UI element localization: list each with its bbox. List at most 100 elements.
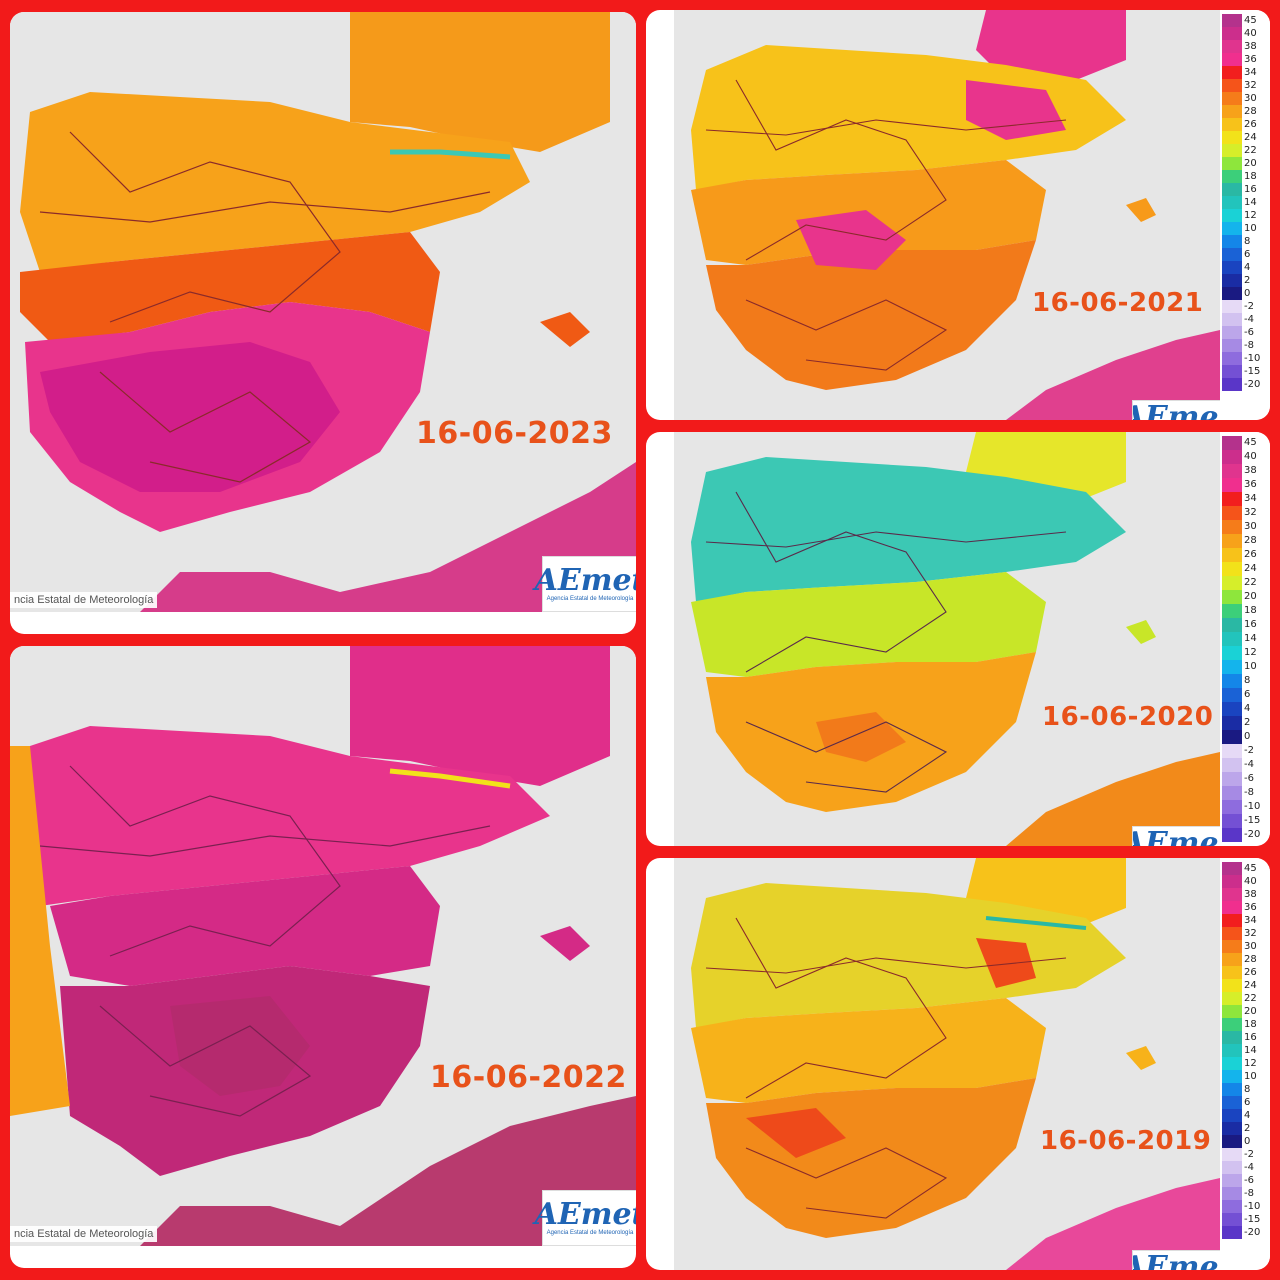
legend-swatch bbox=[1222, 1083, 1242, 1096]
map-region bbox=[691, 572, 1046, 677]
legend-swatch bbox=[1222, 646, 1242, 660]
legend-swatch bbox=[1222, 730, 1242, 744]
legend-swatch bbox=[1222, 940, 1242, 953]
legend-label: 18 bbox=[1244, 171, 1257, 182]
legend-swatch bbox=[1222, 1148, 1242, 1161]
map-date: 16-06-2020 bbox=[1042, 702, 1214, 732]
legend-label: 18 bbox=[1244, 605, 1257, 616]
legend-swatch bbox=[1222, 1031, 1242, 1044]
legend-label: 2 bbox=[1244, 1123, 1251, 1134]
legend-label: 24 bbox=[1244, 563, 1257, 574]
legend-swatch bbox=[1222, 1122, 1242, 1135]
legend-color-bar bbox=[1222, 436, 1242, 842]
legend-swatch bbox=[1222, 450, 1242, 464]
legend-label: 26 bbox=[1244, 119, 1257, 130]
legend-swatch bbox=[1222, 131, 1242, 144]
legend-label: 20 bbox=[1244, 158, 1257, 169]
legend-label: 22 bbox=[1244, 577, 1257, 588]
legend-label: 14 bbox=[1244, 1045, 1257, 1056]
legend-label: 22 bbox=[1244, 145, 1257, 156]
map-date: 16-06-2022 bbox=[430, 1060, 627, 1095]
map-region bbox=[691, 998, 1046, 1103]
legend-swatch bbox=[1222, 478, 1242, 492]
legend-swatch bbox=[1222, 464, 1242, 478]
map-boundary bbox=[99, 371, 312, 483]
legend-swatch bbox=[1222, 814, 1242, 828]
map-boundary bbox=[745, 299, 948, 371]
legend-swatch bbox=[1222, 875, 1242, 888]
temperature-map-2022 bbox=[10, 646, 636, 1246]
legend-label: 4 bbox=[1244, 262, 1251, 273]
legend-swatch bbox=[1222, 261, 1242, 274]
map-date: 16-06-2019 bbox=[1040, 1126, 1212, 1156]
legend-swatch bbox=[1222, 786, 1242, 800]
legend-label: 8 bbox=[1244, 675, 1251, 686]
legend-label: 14 bbox=[1244, 197, 1257, 208]
legend-label: -10 bbox=[1244, 1201, 1261, 1212]
map-boundary bbox=[745, 721, 948, 793]
legend-label: 18 bbox=[1244, 1019, 1257, 1030]
map-boundary bbox=[39, 825, 491, 857]
legend-label: 30 bbox=[1244, 93, 1257, 104]
map-panel-2020: 16-06-2020 AEmet 45403836343230282624222… bbox=[646, 432, 1270, 846]
map-boundary bbox=[705, 119, 1067, 136]
legend-label: 0 bbox=[1244, 731, 1251, 742]
temperature-legend: 45 40 38 36 34 32 30 28 26 24 22 20 18 16 14 12 10 8 6 4 2 0-… bbox=[1220, 432, 1270, 846]
legend-label: -2 bbox=[1244, 745, 1254, 756]
legend-swatch bbox=[1222, 1135, 1242, 1148]
map-region bbox=[50, 866, 440, 986]
legend-swatch bbox=[1222, 506, 1242, 520]
legend-swatch bbox=[1222, 27, 1242, 40]
map-region bbox=[976, 10, 1126, 80]
aemet-logo-mark: AEmet bbox=[1133, 400, 1221, 421]
legend-label: 22 bbox=[1244, 993, 1257, 1004]
legend-swatch bbox=[1222, 492, 1242, 506]
legend-swatch bbox=[1222, 1200, 1242, 1213]
legend-label: 20 bbox=[1244, 591, 1257, 602]
legend-swatch bbox=[1222, 248, 1242, 261]
legend-swatch bbox=[1222, 590, 1242, 604]
legend-swatch bbox=[1222, 576, 1242, 590]
legend-swatch bbox=[1222, 758, 1242, 772]
legend-swatch bbox=[1222, 1044, 1242, 1057]
aemet-logo: AEmet bbox=[1132, 826, 1222, 846]
map-panel-2022: 16-06-2022 ncia Estatal de Meteorología … bbox=[10, 646, 636, 1268]
temperature-legend: 45 40 38 36 34 32 30 28 26 24 22 20 18 16 14 12 10 8 6 4 2 0-… bbox=[1220, 10, 1270, 420]
legend-swatch bbox=[1222, 53, 1242, 66]
map-boundary bbox=[735, 79, 947, 261]
legend-swatch bbox=[1222, 1226, 1242, 1239]
map-region bbox=[10, 746, 70, 1116]
map-panel-2019: 16-06-2019 AEmet 45403836343230282624222… bbox=[646, 858, 1270, 1270]
map-region bbox=[170, 996, 310, 1096]
legend-label: -2 bbox=[1244, 1149, 1254, 1160]
legend-label: 38 bbox=[1244, 889, 1257, 900]
map-boundary bbox=[735, 917, 947, 1099]
map-region bbox=[1006, 1178, 1220, 1270]
aemet-logo: AEmet bbox=[1132, 400, 1222, 420]
map-region bbox=[706, 240, 1036, 390]
legend-label: 16 bbox=[1244, 1032, 1257, 1043]
temperature-legend: 45 40 38 36 34 32 30 28 26 24 22 20 18 16 14 12 10 8 6 4 2 0-… bbox=[1220, 858, 1270, 1270]
aemet-logo-mark: AEmet bbox=[1133, 1250, 1221, 1271]
map-region bbox=[1126, 620, 1156, 644]
legend-label: 45 bbox=[1244, 15, 1257, 26]
legend-swatch bbox=[1222, 520, 1242, 534]
legend-label: 4 bbox=[1244, 1110, 1251, 1121]
legend-swatch bbox=[1222, 953, 1242, 966]
map-region bbox=[1126, 1046, 1156, 1070]
legend-swatch bbox=[1222, 274, 1242, 287]
legend-swatch bbox=[1222, 1005, 1242, 1018]
legend-swatch bbox=[1222, 209, 1242, 222]
legend-swatch bbox=[1222, 326, 1242, 339]
legend-label: 6 bbox=[1244, 689, 1251, 700]
map-boundary bbox=[390, 149, 511, 160]
legend-label: 30 bbox=[1244, 521, 1257, 532]
legend-swatch bbox=[1222, 1096, 1242, 1109]
credit-text: ncia Estatal de Meteorología bbox=[10, 592, 158, 608]
legend-label: 2 bbox=[1244, 275, 1251, 286]
legend-label: 10 bbox=[1244, 1071, 1257, 1082]
map-region bbox=[1006, 330, 1220, 420]
legend-swatch bbox=[1222, 352, 1242, 365]
credit-text: ncia Estatal de Meteorología bbox=[10, 1226, 158, 1242]
legend-swatch bbox=[1222, 339, 1242, 352]
